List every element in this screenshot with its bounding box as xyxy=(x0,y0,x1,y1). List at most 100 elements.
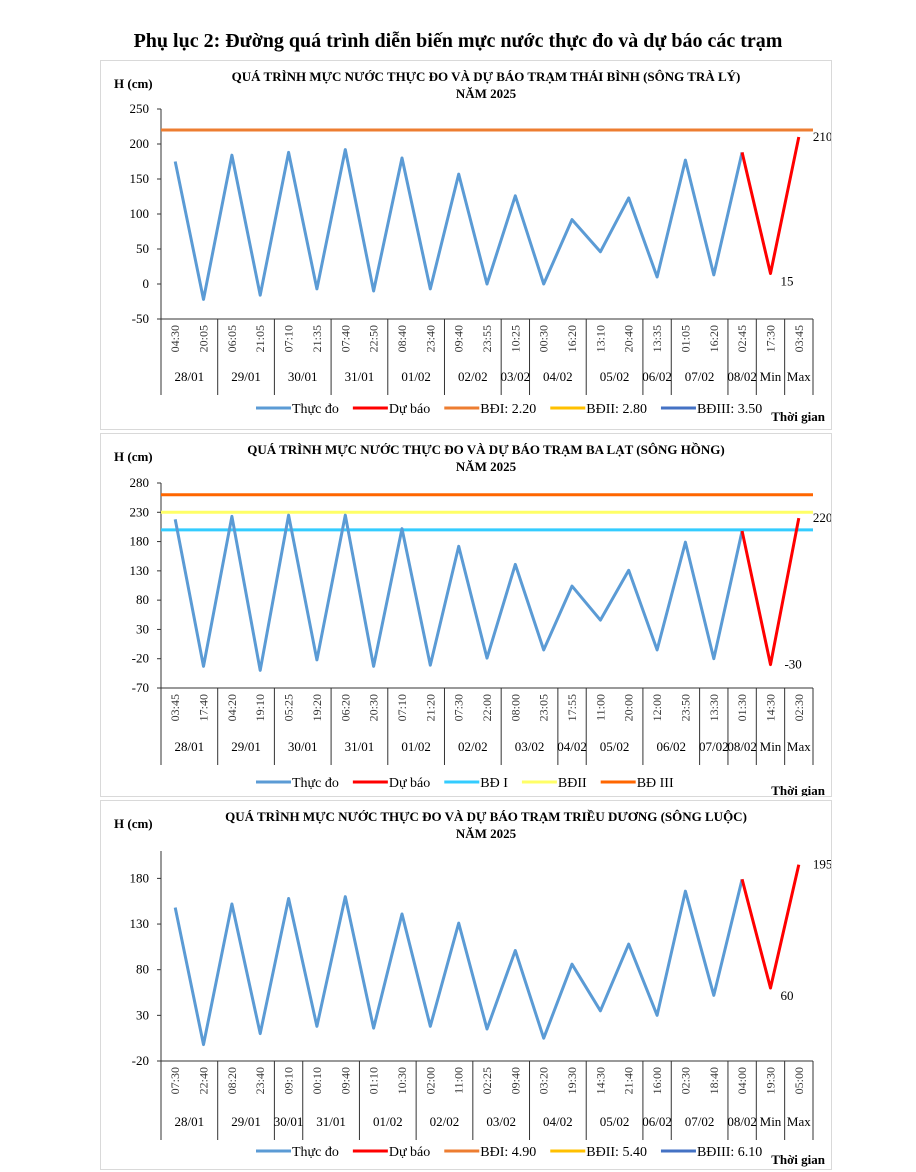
observed-series-line xyxy=(173,148,744,301)
x-date-label: 03/02 xyxy=(501,369,531,384)
y-tick-label: 80 xyxy=(136,592,149,607)
x-time-label: 21:05 xyxy=(253,325,267,352)
legend-label: BĐ I xyxy=(480,776,508,791)
y-axis-label: H (cm) xyxy=(114,449,153,464)
y-tick-label: 0 xyxy=(143,276,150,291)
y-tick-label: 230 xyxy=(130,504,150,519)
x-time-label: 04:30 xyxy=(168,325,182,352)
x-date-label: Max xyxy=(787,1114,811,1129)
x-time-label: 13:35 xyxy=(650,325,664,352)
x-time-label: 09:40 xyxy=(452,325,466,352)
x-axis-label: Thời gian xyxy=(771,409,826,424)
x-time-label: 07:10 xyxy=(282,325,296,352)
x-date-label: Min xyxy=(760,739,782,754)
x-time-label: 02:30 xyxy=(678,1067,692,1094)
x-date-label: 02/02 xyxy=(430,1114,460,1129)
x-date-label: 28/01 xyxy=(175,1114,205,1129)
legend-label: Dự báo xyxy=(389,1145,430,1160)
x-date-label: 06/02 xyxy=(642,369,672,384)
data-label: 195 xyxy=(813,857,831,872)
y-tick-label: 250 xyxy=(130,101,150,116)
x-date-label: 31/01 xyxy=(345,369,375,384)
x-time-label: 21:40 xyxy=(622,1067,636,1094)
x-time-label: 00:30 xyxy=(537,325,551,352)
x-date-label: Max xyxy=(787,739,811,754)
x-time-label: 05:25 xyxy=(282,694,296,721)
x-date-label: 08/02 xyxy=(727,369,757,384)
x-time-label: 11:00 xyxy=(593,694,607,721)
x-date-label: 30/01 xyxy=(274,1114,304,1129)
forecast-series-line xyxy=(740,517,801,667)
x-date-label: 01/02 xyxy=(401,739,431,754)
x-date-label: 29/01 xyxy=(231,369,261,384)
x-date-label: 08/02 xyxy=(727,739,757,754)
chart-svg: QUÁ TRÌNH MỰC NƯỚC THỰC ĐO VÀ DỰ BÁO TRẠ… xyxy=(114,69,831,424)
y-tick-label: -70 xyxy=(132,680,149,695)
x-time-label: 01:30 xyxy=(735,694,749,721)
observed-series-line xyxy=(173,513,744,672)
legend-label: BĐ III xyxy=(637,776,674,791)
y-tick-label: 80 xyxy=(136,962,149,977)
y-tick-label: 150 xyxy=(130,171,150,186)
x-date-label: 29/01 xyxy=(231,1114,261,1129)
chart-subtitle: NĂM 2025 xyxy=(456,459,517,474)
legend-label: BĐII xyxy=(558,776,587,791)
x-time-label: 19:30 xyxy=(763,1067,777,1094)
x-time-label: 22:00 xyxy=(480,694,494,721)
x-time-label: 11:00 xyxy=(452,1067,466,1094)
x-time-label: 08:40 xyxy=(395,325,409,352)
x-date-label: 03/02 xyxy=(515,739,545,754)
x-time-label: 02:30 xyxy=(792,694,806,721)
x-time-label: 03:45 xyxy=(792,325,806,352)
legend-label: BĐI: 4.90 xyxy=(480,1145,536,1160)
x-date-label: 30/01 xyxy=(288,739,318,754)
x-date-label: 31/01 xyxy=(316,1114,346,1129)
x-time-label: 04:20 xyxy=(225,694,239,721)
x-time-label: 22:40 xyxy=(197,1067,211,1094)
x-time-label: 23:50 xyxy=(678,694,692,721)
y-tick-label: 30 xyxy=(136,621,149,636)
x-time-label: 16:20 xyxy=(565,325,579,352)
x-date-label: 01/02 xyxy=(373,1114,403,1129)
y-tick-label: 100 xyxy=(130,206,150,221)
x-date-label: 06/02 xyxy=(642,1114,672,1129)
x-time-label: 21:20 xyxy=(423,694,437,721)
x-time-label: 04:00 xyxy=(735,1067,749,1094)
x-time-label: 05:00 xyxy=(792,1067,806,1094)
x-time-label: 00:10 xyxy=(310,1067,324,1094)
chart-svg: QUÁ TRÌNH MỰC NƯỚC THỰC ĐO VÀ DỰ BÁO TRẠ… xyxy=(114,442,831,796)
x-time-label: 20:05 xyxy=(197,325,211,352)
y-tick-label: -50 xyxy=(132,311,149,326)
x-date-label: 07/02 xyxy=(685,1114,715,1129)
x-date-label: 01/02 xyxy=(401,369,431,384)
chart-title: QUÁ TRÌNH MỰC NƯỚC THỰC ĐO VÀ DỰ BÁO TRẠ… xyxy=(225,809,747,824)
x-time-label: 08:20 xyxy=(225,1067,239,1094)
x-date-label: Max xyxy=(787,369,811,384)
x-date-label: 04/02 xyxy=(543,369,573,384)
x-time-label: 03:20 xyxy=(537,1067,551,1094)
y-tick-label: 130 xyxy=(130,563,150,578)
legend-label: Thực đo xyxy=(292,1145,339,1160)
x-date-label: 04/02 xyxy=(557,739,587,754)
x-date-label: 04/02 xyxy=(543,1114,573,1129)
x-time-label: 13:30 xyxy=(707,694,721,721)
y-tick-label: 30 xyxy=(136,1007,149,1022)
y-axis-label: H (cm) xyxy=(114,76,153,91)
page-title: Phụ lục 2: Đường quá trình diễn biến mực… xyxy=(133,30,783,52)
forecast-series-line xyxy=(740,864,801,990)
y-tick-label: -20 xyxy=(132,651,149,666)
y-tick-label: 180 xyxy=(130,534,150,549)
chart-subtitle: NĂM 2025 xyxy=(456,86,517,101)
x-date-label: 29/01 xyxy=(231,739,261,754)
x-time-label: 13:10 xyxy=(593,325,607,352)
x-time-label: 17:55 xyxy=(565,694,579,721)
x-time-label: 23:05 xyxy=(537,694,551,721)
x-time-label: 19:30 xyxy=(565,1067,579,1094)
chart-svg: QUÁ TRÌNH MỰC NƯỚC THỰC ĐO VÀ DỰ BÁO TRẠ… xyxy=(114,809,831,1167)
x-date-label: 06/02 xyxy=(656,739,686,754)
x-date-label: 31/01 xyxy=(345,739,375,754)
legend-label: BĐII: 5.40 xyxy=(586,1145,647,1160)
x-time-label: 20:40 xyxy=(622,325,636,352)
x-time-label: 23:40 xyxy=(253,1067,267,1094)
data-label: 220 xyxy=(813,510,831,525)
